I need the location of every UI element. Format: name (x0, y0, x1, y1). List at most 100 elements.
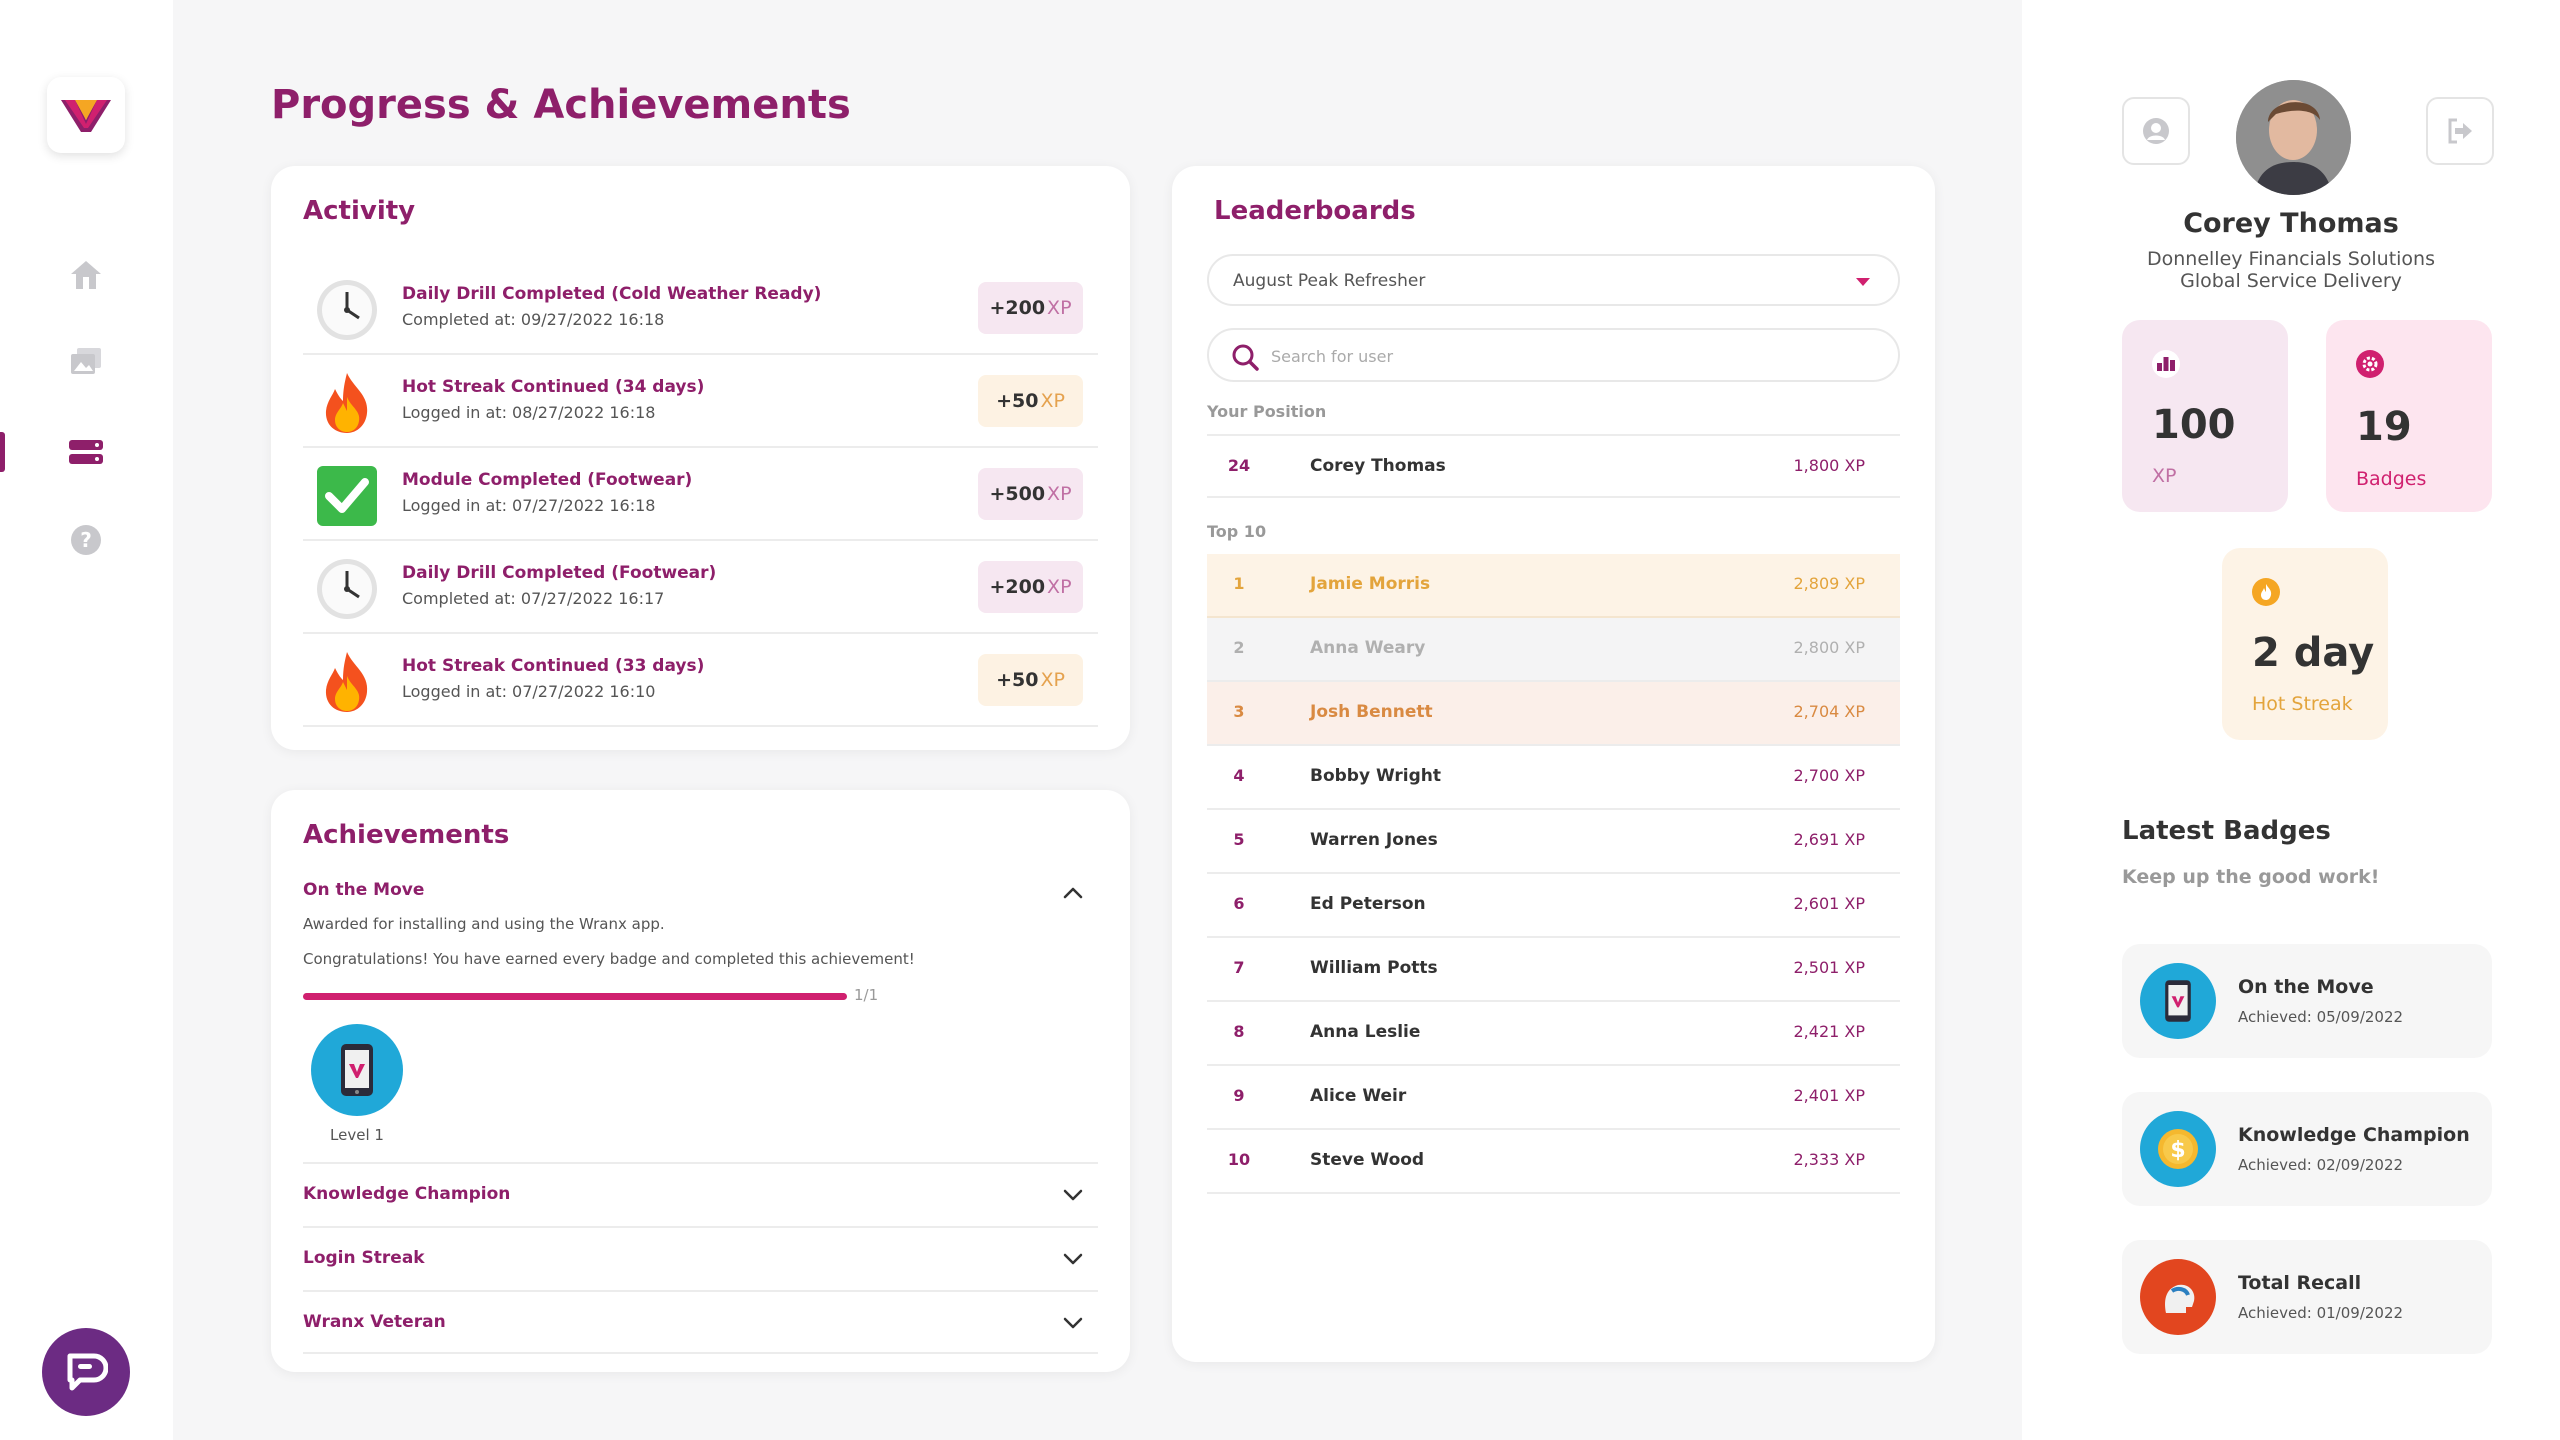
activity-title-text: Hot Streak Continued (33 days) (402, 656, 705, 676)
activity-title-text: Daily Drill Completed (Footwear) (402, 563, 717, 583)
achievement-on-the-move-header[interactable]: On the Move (303, 880, 1098, 910)
wranx-logo[interactable] (47, 77, 125, 153)
activity-timestamp: Logged in at: 08/27/2022 16:18 (402, 403, 656, 422)
svg-text:$: $ (2170, 1138, 2185, 1163)
user-name: Anna Weary (1310, 638, 1426, 658)
user-xp: 1,800 XP (1793, 456, 1866, 475)
leaderboard-row: 3 Josh Bennett 2,704 XP (1207, 682, 1900, 746)
nav-help[interactable]: ? (66, 520, 106, 560)
streak-label: Hot Streak (2252, 693, 2353, 715)
profile-button[interactable] (2122, 97, 2190, 165)
search-input[interactable] (1271, 342, 1871, 370)
phone-icon (341, 1044, 373, 1096)
user-name: Alice Weir (1310, 1086, 1407, 1106)
podium-icon (2152, 350, 2180, 378)
profile-name: Corey Thomas (2183, 208, 2399, 239)
help-icon: ? (71, 525, 101, 555)
avatar (2236, 80, 2351, 195)
badge-name: Knowledge Champion (2238, 1124, 2470, 1146)
user-name: Warren Jones (1310, 830, 1438, 850)
streak-value: 2 day (2252, 630, 2375, 676)
nav-active-indicator (0, 432, 5, 472)
user-name: Anna Leslie (1310, 1022, 1421, 1042)
leaderboard-select[interactable]: August Peak Refresher (1207, 254, 1900, 306)
achievement-title: On the Move (303, 880, 425, 900)
coin-icon: $ (2140, 1111, 2216, 1187)
rank: 24 (1227, 456, 1251, 475)
latest-badge-card[interactable]: $ Knowledge Champion Achieved: 02/09/202… (2122, 1092, 2492, 1206)
user-name: Steve Wood (1310, 1150, 1425, 1170)
achievement-congrats: Congratulations! You have earned every b… (303, 950, 915, 968)
rank: 6 (1233, 894, 1245, 913)
user-name: Josh Bennett (1310, 702, 1433, 722)
your-position-row: 24 Corey Thomas 1,800 XP (1207, 434, 1900, 498)
top-10-label: Top 10 (1207, 522, 1267, 541)
logo-icon (61, 100, 111, 132)
achievement-row[interactable]: Knowledge Champion (303, 1162, 1098, 1226)
leaderboard-row: 4 Bobby Wright 2,700 XP (1207, 746, 1900, 810)
activity-title-text: Hot Streak Continued (34 days) (402, 377, 705, 397)
phone-icon (2140, 963, 2216, 1039)
badge-level: Level 1 (330, 1126, 384, 1144)
nav-library[interactable] (66, 342, 106, 382)
badge-name: Total Recall (2238, 1272, 2362, 1294)
badge-date: Achieved: 05/09/2022 (2238, 1008, 2404, 1026)
user-xp: 2,601 XP (1793, 894, 1866, 913)
xp-amount: +500 (989, 483, 1046, 505)
activity-title: Activity (303, 196, 416, 226)
chevron-down-icon (1063, 1317, 1083, 1329)
home-icon (71, 261, 101, 289)
leaderboard-row: 9 Alice Weir 2,401 XP (1207, 1066, 1900, 1130)
achievement-row[interactable]: Login Streak (303, 1226, 1098, 1290)
activity-title-text: Module Completed (Footwear) (402, 470, 693, 490)
search-icon (1232, 344, 1259, 371)
selected-leaderboard: August Peak Refresher (1233, 271, 1426, 291)
rank: 2 (1233, 638, 1245, 657)
activity-title-text: Daily Drill Completed (Cold Weather Read… (402, 284, 822, 304)
streak-stat: 2 day Hot Streak (2222, 548, 2388, 740)
profile-department: Global Service Delivery (2180, 270, 2402, 292)
chat-button[interactable] (42, 1328, 130, 1416)
rank: 8 (1233, 1022, 1245, 1041)
fire-icon (325, 652, 368, 712)
activity-timestamp: Completed at: 07/27/2022 16:17 (402, 589, 665, 608)
leaderboard-row: 1 Jamie Morris 2,809 XP (1207, 554, 1900, 618)
nav-progress[interactable] (66, 432, 106, 472)
achievement-title: Login Streak (303, 1248, 425, 1268)
user-name: Corey Thomas (1310, 456, 1446, 476)
clock-icon (317, 559, 377, 619)
nav-home[interactable] (66, 255, 106, 295)
badges-label: Badges (2356, 468, 2427, 490)
achievement-badge[interactable] (311, 1024, 403, 1116)
activity-timestamp: Logged in at: 07/27/2022 16:18 (402, 496, 656, 515)
search-box (1207, 328, 1900, 382)
activity-row: Hot Streak Continued (34 days) Logged in… (303, 355, 1098, 448)
logout-icon (2448, 118, 2472, 144)
user-name: William Potts (1310, 958, 1438, 978)
progress-fill (303, 993, 847, 1000)
latest-badge-card[interactable]: Total Recall Achieved: 01/09/2022 (2122, 1240, 2492, 1354)
logout-button[interactable] (2426, 97, 2494, 165)
your-position-label: Your Position (1207, 402, 1327, 421)
badge-name: On the Move (2238, 976, 2374, 998)
achievement-row[interactable]: Wranx Veteran (303, 1290, 1098, 1354)
page-title: Progress & Achievements (271, 82, 851, 128)
clock-icon (317, 280, 377, 340)
latest-badges-title: Latest Badges (2122, 816, 2331, 846)
progress-label: 1/1 (854, 986, 879, 1004)
latest-badge-card[interactable]: On the Move Achieved: 05/09/2022 (2122, 944, 2492, 1058)
user-name: Jamie Morris (1310, 574, 1431, 594)
profile-org: Donnelley Financials Solutions (2147, 248, 2435, 270)
rank: 3 (1233, 702, 1245, 721)
achievements-title: Achievements (303, 820, 510, 850)
user-name: Ed Peterson (1310, 894, 1426, 914)
badges-value: 19 (2356, 404, 2412, 450)
xp-unit: XP (1040, 669, 1065, 691)
gear-badge-icon (2356, 350, 2384, 378)
user-xp: 2,421 XP (1793, 1022, 1866, 1041)
leaderboards-title: Leaderboards (1214, 196, 1416, 226)
rank: 4 (1233, 766, 1245, 785)
xp-label: XP (2152, 465, 2177, 487)
latest-badges-subtitle: Keep up the good work! (2122, 866, 2380, 888)
leaderboard-row: 7 William Potts 2,501 XP (1207, 938, 1900, 1002)
